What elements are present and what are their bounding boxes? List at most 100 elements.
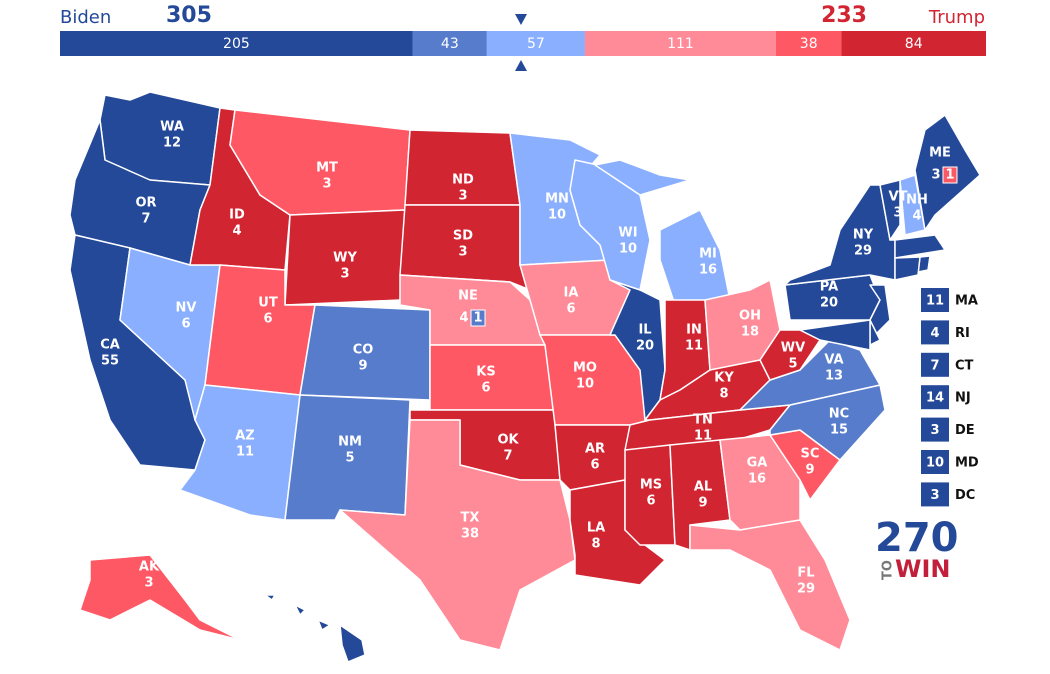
state xyxy=(79,554,241,641)
state-abbr: SD xyxy=(453,229,473,244)
right-total: 233 xyxy=(821,3,867,28)
state-votes: 29 xyxy=(797,582,815,597)
state-votes: 7 xyxy=(141,212,150,227)
right-candidate: Trump xyxy=(928,7,985,28)
small-state-votes: 14 xyxy=(926,391,944,406)
state xyxy=(799,319,871,351)
bar-segment-label: 111 xyxy=(667,36,694,52)
small-state-box xyxy=(921,482,949,507)
state-abbr: WI xyxy=(618,226,637,241)
bar-segment xyxy=(776,31,842,56)
small-state-abbr: NJ xyxy=(955,391,971,406)
state-abbr: AZ xyxy=(235,429,255,444)
state-votes: 8 xyxy=(591,537,600,552)
state-votes: 4 xyxy=(912,209,921,224)
state-votes: 8 xyxy=(719,387,728,402)
state-abbr: ND xyxy=(452,173,474,188)
state-abbr: WY xyxy=(333,251,357,266)
state-votes: 29 xyxy=(854,244,872,259)
bar-segment xyxy=(486,31,585,56)
state-votes: 6 xyxy=(481,381,490,396)
state-abbr: TX xyxy=(461,511,480,526)
district-votes: 1 xyxy=(945,168,954,183)
state-abbr: VA xyxy=(824,353,843,368)
midpoint-marker xyxy=(515,14,527,25)
small-state-abbr: DE xyxy=(955,423,975,438)
small-state-votes: 3 xyxy=(930,488,939,503)
state-abbr: NY xyxy=(853,228,874,243)
small-state-votes: 3 xyxy=(930,423,939,438)
state-abbr: ME xyxy=(929,146,951,161)
state-votes: 12 xyxy=(163,136,181,151)
state xyxy=(894,256,921,281)
state-votes: 5 xyxy=(788,357,797,372)
state-votes: 9 xyxy=(805,463,814,478)
small-state-box xyxy=(921,320,949,345)
state-abbr: MO xyxy=(573,361,597,376)
state-votes: 3 xyxy=(340,267,349,282)
small-state-abbr: RI xyxy=(955,326,970,341)
bar-segment-label: 205 xyxy=(223,36,250,52)
small-state-abbr: MA xyxy=(955,294,978,309)
state-abbr: AK xyxy=(139,560,160,575)
state-votes: 6 xyxy=(646,494,655,509)
state-abbr: AL xyxy=(694,480,712,495)
state-votes: 55 xyxy=(101,354,119,369)
state-abbr: MT xyxy=(316,161,338,176)
state-votes: 18 xyxy=(741,325,759,340)
state xyxy=(784,184,896,286)
state-votes: 20 xyxy=(636,339,654,354)
state-votes: 11 xyxy=(236,445,254,460)
state xyxy=(879,179,901,241)
state-votes: 6 xyxy=(566,302,575,317)
state-abbr: IN xyxy=(686,323,702,338)
state-abbr: CA xyxy=(100,338,120,353)
bar-segment xyxy=(584,31,777,56)
state-abbr: MS xyxy=(640,478,662,493)
district-votes: 1 xyxy=(473,311,482,326)
small-state-box xyxy=(921,288,949,312)
state-abbr: NM xyxy=(338,435,362,450)
state-votes: 10 xyxy=(619,242,637,257)
bar-segment xyxy=(412,31,487,56)
small-state-abbr: DC xyxy=(955,488,975,503)
state-abbr: IA xyxy=(564,286,579,301)
state-votes: 4 xyxy=(459,311,468,326)
small-state-votes: 11 xyxy=(926,294,944,309)
bar-segment xyxy=(841,31,986,56)
small-state-votes: 4 xyxy=(930,326,939,341)
state-abbr: NC xyxy=(829,407,849,422)
state-abbr: MN xyxy=(545,192,569,207)
state-votes: 20 xyxy=(820,296,838,311)
state-abbr: PA xyxy=(820,280,838,295)
map xyxy=(69,91,981,663)
small-state-votes: 7 xyxy=(930,358,939,373)
state-votes: 13 xyxy=(825,369,843,384)
state-abbr: NE xyxy=(458,289,478,304)
bar-segment-label: 38 xyxy=(800,36,818,52)
small-state-abbr: MD xyxy=(955,456,979,471)
state-abbr: OH xyxy=(739,309,761,324)
state-abbr: WV xyxy=(781,341,805,356)
state-abbr: ID xyxy=(229,208,245,223)
state-votes: 3 xyxy=(322,177,331,192)
state-abbr: NH xyxy=(906,193,928,208)
state-abbr: NV xyxy=(176,301,197,316)
small-state-box xyxy=(921,352,949,377)
left-total: 305 xyxy=(166,3,212,28)
district-box xyxy=(942,166,958,184)
state-votes: 3 xyxy=(458,189,467,204)
state-abbr: TN xyxy=(693,413,713,428)
logo-number: 270 xyxy=(875,515,959,561)
state-votes: 10 xyxy=(548,208,566,223)
midpoint-marker xyxy=(515,60,527,71)
district-box xyxy=(470,309,486,327)
state-abbr: OK xyxy=(497,433,519,448)
map-labels: WA12OR7CA55NV6ID4MT3WY3UT6AZ11CO9NM5ND3S… xyxy=(100,120,958,664)
state-abbr: HI xyxy=(313,633,329,648)
small-state-abbr: CT xyxy=(955,358,974,373)
bar-segment-label: 43 xyxy=(441,36,459,52)
small-state-box xyxy=(921,417,949,442)
state-abbr: KY xyxy=(714,371,734,386)
